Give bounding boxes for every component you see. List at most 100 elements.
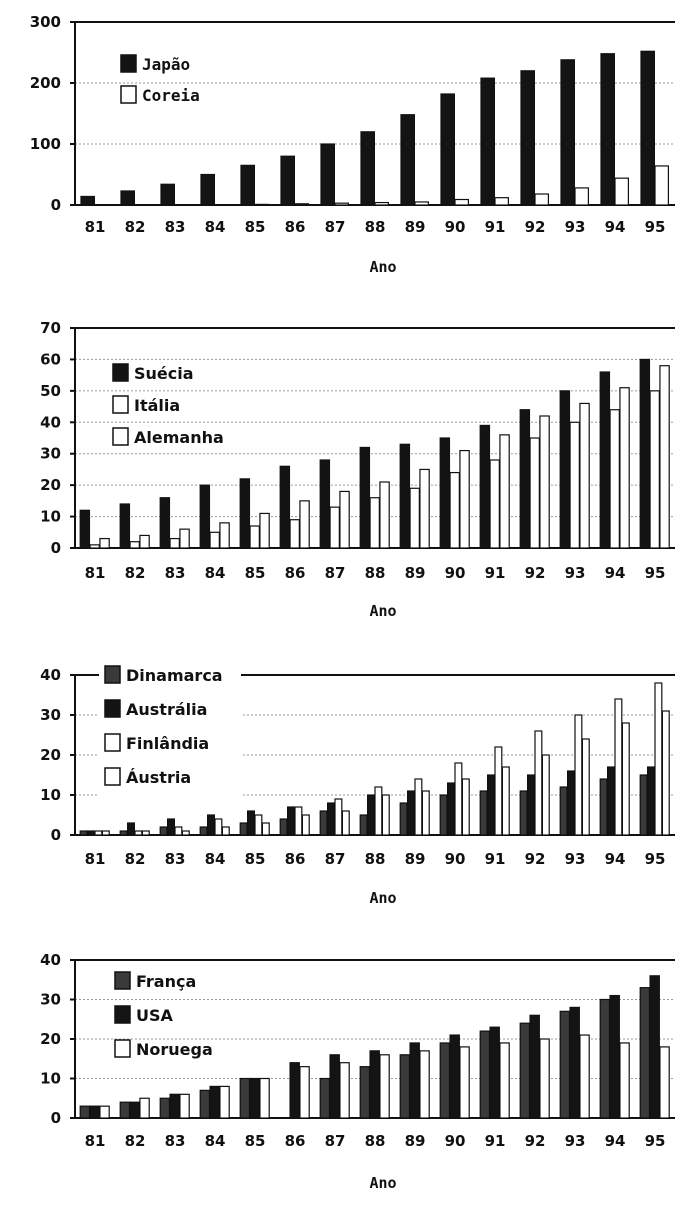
bar-83-Finlândia [174, 826, 183, 836]
bar-91-Alemanha [499, 434, 510, 549]
x-tick-label: 82 [125, 218, 146, 236]
legend-label: Áustria [126, 768, 191, 787]
bar-89-Coreia [414, 201, 429, 206]
bar-89-França [399, 1054, 411, 1119]
x-tick-label: 85 [245, 218, 266, 236]
bar-88-Dinamarca [359, 814, 368, 836]
legend-swatch-Dinamarca [104, 665, 121, 684]
x-tick-label: 88 [365, 564, 386, 582]
bar-95-Noruega [659, 1046, 670, 1119]
bar-83-França [159, 1097, 171, 1119]
bar-81-Áustria [101, 830, 110, 836]
legend-swatch-Noruega [114, 1039, 131, 1058]
bar-85-Coreia [254, 203, 269, 206]
bar-87-França [319, 1077, 331, 1119]
bar-87-Austrália [327, 802, 336, 836]
bar-93-USA [569, 1006, 580, 1119]
x-tick-label: 93 [565, 1132, 586, 1150]
y-tick-label: 40 [40, 666, 61, 684]
bar-92-França [519, 1022, 531, 1119]
x-tick-label: 94 [605, 564, 626, 582]
bar-94-Noruega [619, 1042, 630, 1119]
bar-84-Áustria [221, 826, 230, 836]
y-tick-label: 20 [40, 746, 61, 764]
y-tick-label: 20 [40, 1030, 61, 1048]
legend-swatch-França [114, 971, 131, 990]
bar-86-Alemanha [299, 500, 310, 549]
y-tick-label: 40 [40, 413, 61, 431]
x-tick-label: 91 [485, 564, 506, 582]
bar-86-USA [289, 1062, 300, 1119]
bar-95-Austrália [646, 766, 655, 836]
x-axis-title: Ano [369, 1174, 396, 1192]
bar-91-Finlândia [494, 746, 503, 836]
y-tick-label: 40 [40, 951, 61, 969]
x-tick-label: 86 [285, 1132, 306, 1150]
bar-87-Suécia [319, 459, 331, 549]
bar-91-Coreia [494, 197, 509, 206]
bar-85-Áustria [261, 822, 270, 836]
bar-84-Noruega [219, 1085, 230, 1119]
y-tick-label: 10 [40, 508, 61, 526]
bar-86-Coreia [294, 203, 309, 206]
legend-swatch-Coreia [120, 85, 137, 104]
legend-swatch-USA [114, 1005, 131, 1024]
bar-90-Coreia [454, 198, 469, 206]
bar-83-Suécia [159, 497, 171, 549]
bar-93-Noruega [579, 1034, 590, 1119]
x-axis-title: Ano [369, 889, 396, 907]
bar-88-Itália [369, 497, 380, 549]
x-tick-label: 84 [205, 850, 226, 868]
x-tick-label: 93 [565, 850, 586, 868]
bar-81-Noruega [99, 1105, 110, 1119]
bar-94-Suécia [599, 371, 611, 549]
x-tick-label: 82 [125, 564, 146, 582]
bar-94-Austrália [606, 766, 615, 836]
bar-87-Itália [329, 506, 340, 549]
bar-92-Japão [520, 70, 535, 206]
y-tick-label: 30 [40, 706, 61, 724]
bar-89-Austrália [407, 790, 416, 836]
bar-95-Suécia [639, 358, 651, 549]
bar-94-Japão [600, 53, 615, 206]
x-tick-label: 86 [285, 850, 306, 868]
bar-95-Japão [640, 50, 655, 206]
bar-87-USA [329, 1054, 340, 1119]
bar-89-Japão [400, 114, 415, 206]
bar-95-Finlândia [654, 682, 663, 836]
bar-82-Finlândia [134, 830, 143, 836]
bar-91-Noruega [499, 1042, 510, 1119]
bar-82-Áustria [141, 830, 150, 836]
bar-90-Itália [449, 471, 460, 549]
bar-89-Finlândia [414, 778, 423, 836]
x-tick-label: 89 [405, 850, 426, 868]
bar-90-Suécia [439, 437, 451, 549]
legend-swatch-Finlândia [104, 733, 121, 752]
chart-panel-2: 0 10 20 30 40 50 60 70 81 82 83 84 85 86 87 88 89 90 91 92 9… [40, 319, 675, 620]
bar-84-Japão [200, 173, 215, 206]
bar-84-França [199, 1089, 211, 1119]
x-axis-title: Ano [369, 602, 396, 620]
bar-92-USA [529, 1014, 540, 1119]
bar-84-Finlândia [214, 818, 223, 836]
x-tick-label: 94 [605, 1132, 626, 1150]
legend-label: Japão [142, 55, 190, 74]
bar-92-Alemanha [539, 415, 550, 549]
bar-93-Dinamarca [559, 786, 568, 836]
bar-95-França [639, 987, 651, 1119]
bar-92-Coreia [534, 193, 549, 206]
legend-label: Noruega [136, 1040, 213, 1059]
bar-89-Suécia [399, 443, 411, 549]
x-tick-label: 85 [245, 1132, 266, 1150]
x-tick-label: 86 [285, 218, 306, 236]
x-tick-label: 83 [165, 850, 186, 868]
y-tick-label: 60 [40, 350, 61, 368]
x-tick-label: 92 [525, 1132, 546, 1150]
bar-91-Dinamarca [479, 790, 488, 836]
legend-label: Itália [134, 396, 180, 415]
bar-95-Itália [649, 390, 660, 549]
bar-81-Austrália [86, 830, 95, 836]
bar-95-USA [649, 975, 660, 1119]
bar-83-Alemanha [179, 528, 190, 549]
